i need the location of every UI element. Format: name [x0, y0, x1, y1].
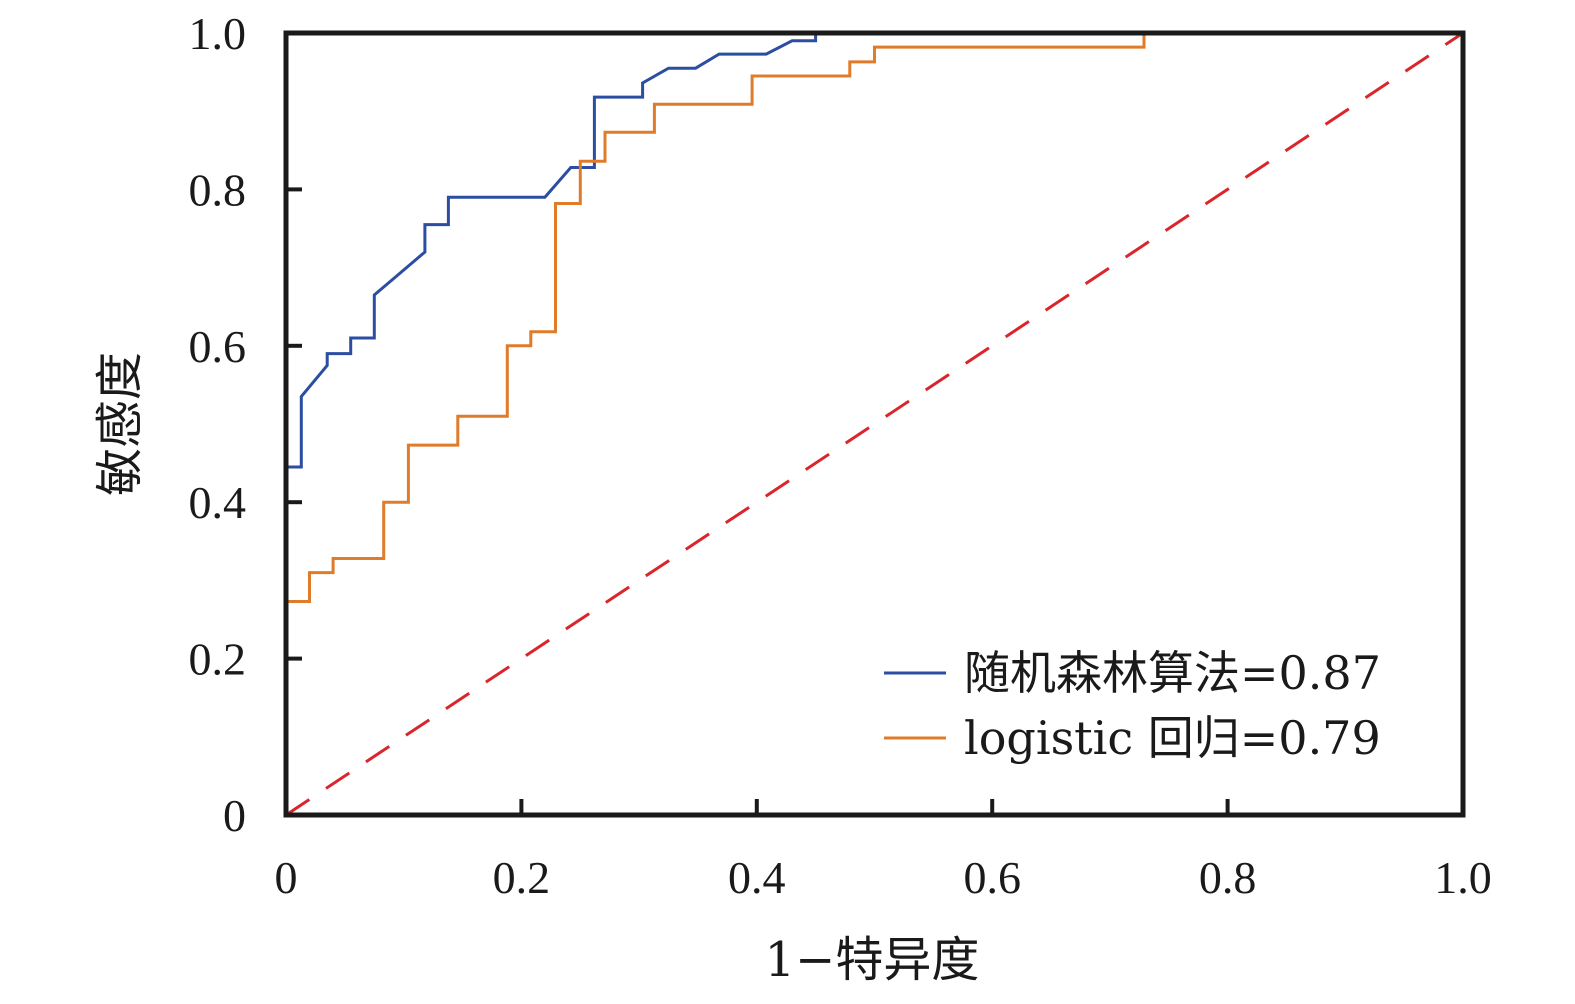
legend-label-logistic: logistic 回归=0.79 [964, 711, 1381, 765]
y-tick-label: 0.2 [189, 634, 247, 685]
x-tick-label: 0 [275, 852, 298, 903]
y-tick-label: 0 [223, 790, 246, 841]
series-line-random-forest [284, 33, 818, 815]
x-axis-ticks: 0 0.2 0.4 0.6 0.8 1.0 [275, 799, 1492, 903]
y-axis-title: 敏感度 [92, 352, 148, 496]
plot-marks [284, 31, 1464, 817]
x-tick-label: 0.2 [493, 852, 551, 903]
x-tick-label: 0.6 [963, 852, 1021, 903]
x-axis-title: 1−特异度 [765, 932, 980, 988]
x-tick-label: 0.8 [1199, 852, 1257, 903]
legend: 随机森林算法=0.87 logistic 回归=0.79 [884, 646, 1381, 765]
y-tick-label: 0.8 [189, 164, 247, 215]
legend-label-random-forest: 随机森林算法=0.87 [964, 646, 1381, 700]
y-tick-label: 1.0 [189, 8, 247, 59]
x-tick-label: 0.4 [728, 852, 786, 903]
x-tick-label: 1.0 [1434, 852, 1492, 903]
plot-frame [283, 30, 1466, 818]
y-axis-ticks: 0 0.2 0.4 0.6 0.8 1.0 [189, 8, 302, 841]
y-tick-label: 0.6 [189, 321, 247, 372]
y-tick-label: 0.4 [189, 477, 247, 528]
reference-diagonal-line [285, 31, 1464, 817]
series-line-logistic [284, 31, 1463, 815]
